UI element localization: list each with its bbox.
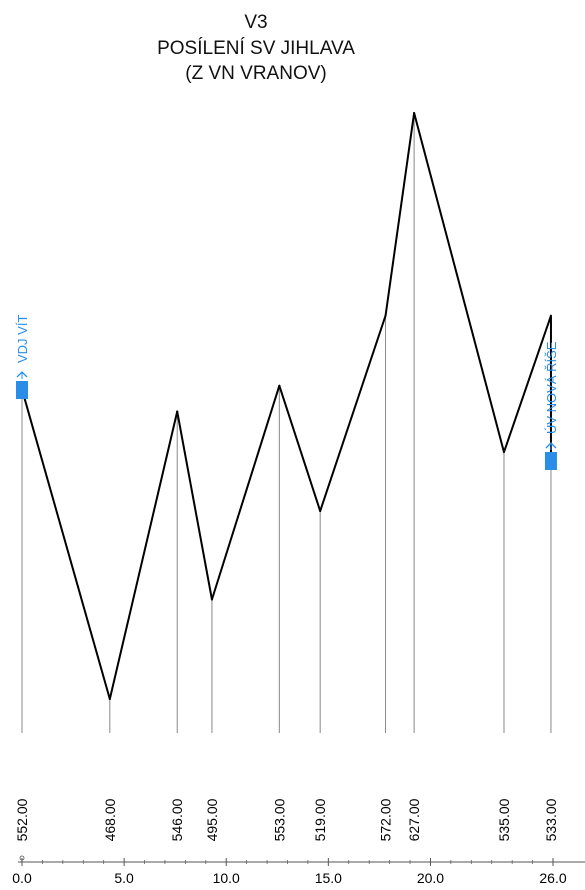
start-station-marker	[16, 381, 28, 399]
x-axis: 0.0 5.0 10.0 15.0 20.0 26.0	[12, 855, 585, 886]
start-station-label: VDJ VÍT	[15, 315, 30, 363]
end-station-marker	[544, 452, 557, 470]
elevation-label: 533.00	[543, 798, 559, 841]
elevation-label: 519.00	[312, 798, 328, 841]
chart-title-line-3: (Z VN VRANOV)	[185, 63, 326, 84]
elevation-label: 546.00	[169, 798, 185, 841]
x-tick-label: 15.0	[315, 870, 342, 886]
profile-segment	[502, 314, 552, 454]
elevation-label: 468.00	[102, 798, 118, 841]
elevation-label: 553.00	[271, 798, 287, 841]
elevation-label: 535.00	[496, 798, 512, 841]
profile-segment	[319, 314, 387, 513]
x-tick-label: 10.0	[213, 870, 240, 886]
x-tick-label: 20.0	[417, 870, 444, 886]
chart-title-line-2: POSÍLENÍ SV JIHLAVA	[157, 38, 355, 59]
profile-segment	[176, 410, 213, 601]
x-tick-label: 26.0	[539, 870, 566, 886]
chart-title-line-1: V3	[244, 12, 267, 33]
chart-title: V3 POSÍLENÍ SV JIHLAVA (Z VN VRANOV)	[157, 12, 355, 84]
elevation-label: 627.00	[406, 798, 422, 841]
stations: VDJ VÍT ÚV NOVÁ ŘÍŠE	[15, 315, 559, 470]
profile-segment	[210, 384, 281, 601]
x-tick-label: 0.0	[12, 870, 32, 886]
elevation-labels: 552.00 468.00 546.00 495.00 553.00 519.00 572.…	[14, 798, 559, 841]
elevation-label: 495.00	[204, 798, 220, 841]
profile-segment	[21, 388, 111, 700]
profile-segment	[108, 410, 179, 700]
drop-lines	[21, 113, 552, 733]
elevation-profile	[21, 112, 552, 700]
profile-segment	[384, 112, 416, 317]
elevation-label: 572.00	[378, 798, 394, 841]
end-station-label: ÚV NOVÁ ŘÍŠE	[544, 341, 559, 434]
profile-segment	[278, 384, 322, 513]
profile-segment	[413, 112, 505, 454]
x-tick-label: 5.0	[114, 870, 134, 886]
elevation-label: 552.00	[14, 798, 30, 841]
